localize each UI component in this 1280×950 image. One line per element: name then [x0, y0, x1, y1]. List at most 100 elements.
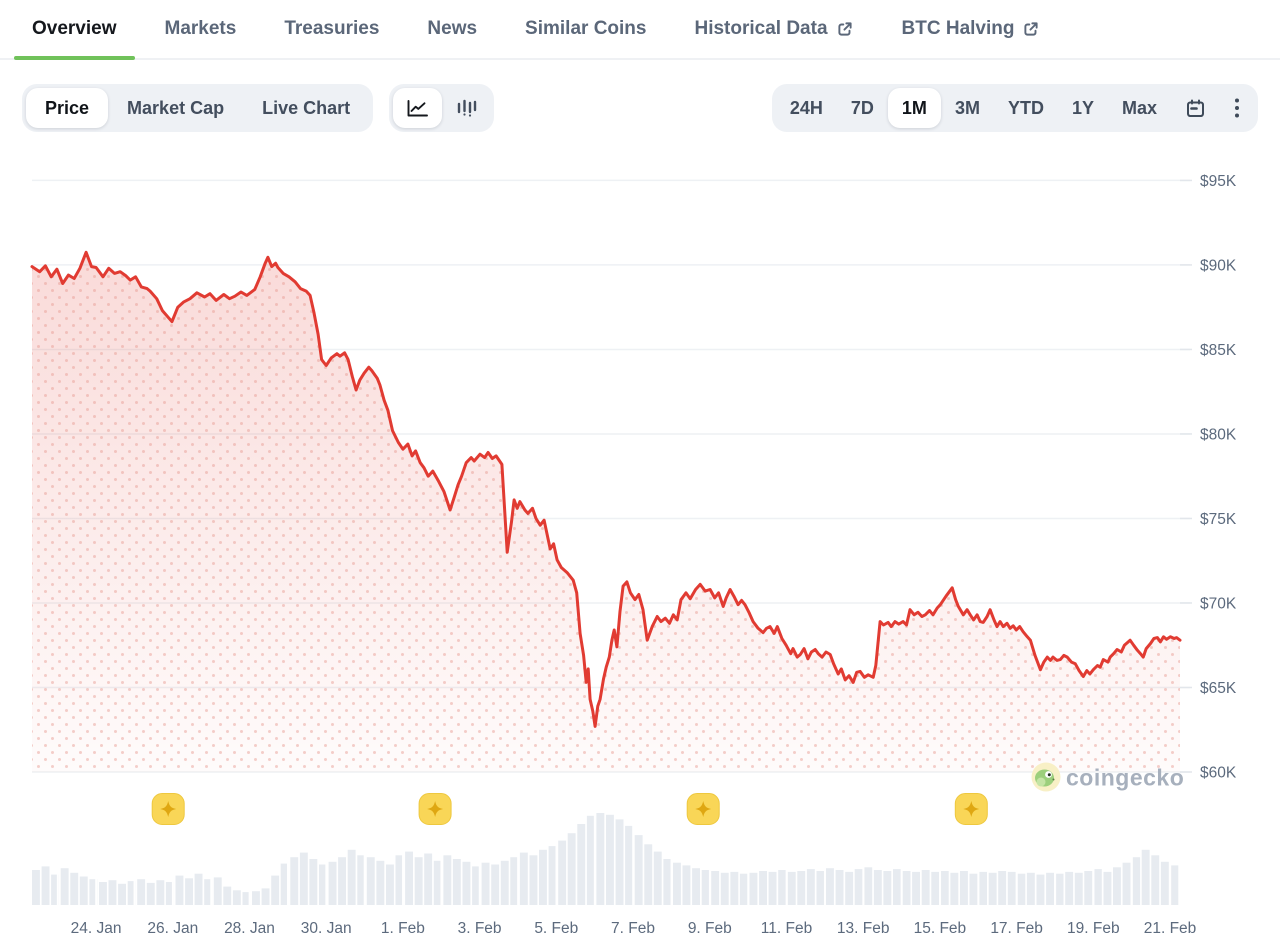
volume-bar [625, 825, 633, 905]
volume-bar [615, 819, 624, 905]
tab-markets[interactable]: Markets [147, 0, 255, 58]
x-axis-label: 11. Feb [761, 920, 812, 937]
volume-bar [778, 870, 787, 905]
volume-bar [252, 891, 260, 905]
volume-day-separator [593, 809, 596, 905]
volume-bar [1036, 874, 1045, 905]
volume-bar [749, 872, 758, 905]
range-3m-button[interactable]: 3M [941, 88, 994, 128]
tab-similar-coins[interactable]: Similar Coins [507, 0, 664, 58]
volume-day-separator [1092, 809, 1095, 905]
x-axis-label: 30. Jan [301, 920, 352, 937]
range-1y-button[interactable]: 1Y [1058, 88, 1108, 128]
volume-bar [405, 851, 413, 905]
range-7d-button[interactable]: 7D [837, 88, 888, 128]
tab-label: Treasuries [284, 18, 380, 39]
volume-bar [979, 871, 987, 905]
tab-treasuries[interactable]: Treasuries [266, 0, 397, 58]
tab-label: Historical Data [694, 18, 828, 39]
price-chart[interactable]: $95K $90K $85K $80K $75K $70K $65K $60K 24. Jan 2… [0, 140, 1280, 950]
volume-bar [146, 882, 155, 905]
calendar-button[interactable] [1171, 88, 1220, 128]
tab-news[interactable]: News [409, 0, 495, 58]
volume-bar [319, 864, 327, 905]
y-axis-label: $95K [1200, 173, 1237, 190]
volume-day-separator [632, 809, 635, 905]
volume-day-separator [1015, 809, 1018, 905]
range-max-button[interactable]: Max [1108, 88, 1171, 128]
volume-bar [634, 835, 643, 905]
chart-type-toggle-group [389, 84, 495, 132]
volume-bar [175, 875, 184, 905]
volume-day-separator [171, 809, 174, 905]
event-badge[interactable] [418, 793, 452, 825]
more-options-button[interactable] [1220, 88, 1254, 128]
volume-bar [232, 890, 241, 905]
volume-bar [548, 846, 557, 905]
volume-bar [567, 833, 576, 905]
range-ytd-button[interactable]: YTD [994, 88, 1058, 128]
range-1m-button[interactable]: 1M [887, 88, 941, 128]
line-chart-button[interactable] [393, 88, 443, 128]
volume-bar [558, 840, 567, 905]
x-axis-label: 26. Jan [147, 920, 198, 937]
tab-historical-data[interactable]: Historical Data [676, 0, 871, 58]
candlestick-chart-button[interactable] [442, 88, 490, 128]
volume-bar [701, 870, 710, 905]
volume-bar [653, 851, 662, 905]
external-link-icon [836, 20, 854, 38]
volume-bar [1093, 869, 1102, 905]
volume-bar [835, 870, 844, 905]
volume-bar [1122, 862, 1131, 905]
price-area-dots [32, 252, 1180, 773]
chart-toolbar: Price Market Cap Live Chart 24H [22, 84, 1258, 132]
volume-bar [1007, 871, 1016, 905]
volume-bar [768, 871, 777, 905]
event-badge[interactable] [151, 793, 185, 825]
time-range-group: 24H 7D 1M 3M YTD 1Y Max [771, 84, 1258, 132]
volume-bar [730, 871, 739, 905]
volume-bar [395, 855, 404, 905]
volume-bar [960, 871, 968, 905]
volume-bar [940, 871, 949, 905]
tab-btc-halving[interactable]: BTC Halving [884, 0, 1059, 58]
tab-label: Similar Coins [525, 18, 647, 39]
volume-bar [271, 875, 280, 905]
volume-bar [1103, 871, 1112, 905]
volume-day-separator [133, 809, 136, 905]
volume-bar [673, 862, 681, 905]
x-axis-label: 9. Feb [688, 920, 732, 937]
candlestick-chart-icon [455, 98, 477, 118]
volume-bar [864, 867, 873, 905]
volume-day-separator [56, 809, 59, 905]
volume-bar [519, 852, 528, 905]
volume-bar [194, 873, 203, 905]
volume-day-separator [1130, 809, 1133, 905]
calendar-icon [1185, 98, 1206, 119]
volume-bar [826, 868, 834, 905]
volume-bar [60, 868, 69, 905]
volume-day-separator [977, 809, 980, 905]
event-badge[interactable] [954, 793, 988, 825]
volume-bar [280, 863, 289, 905]
metric-price-button[interactable]: Price [26, 88, 109, 128]
tab-label: Overview [32, 18, 117, 39]
volume-bar [797, 871, 806, 905]
volume-bar [711, 871, 720, 905]
event-badge[interactable] [686, 793, 720, 825]
volume-day-separator [517, 809, 520, 905]
volume-bar [223, 886, 232, 905]
volume-bar [692, 868, 700, 905]
volume-bar [950, 872, 959, 905]
volume-day-separator [900, 809, 903, 905]
volume-bar [89, 879, 98, 905]
volume-bar [539, 849, 547, 905]
metric-live-chart-button[interactable]: Live Chart [243, 88, 369, 128]
x-axis-label: 3. Feb [458, 920, 502, 937]
tab-overview[interactable]: Overview [14, 0, 135, 60]
volume-bar [806, 869, 815, 905]
volume-day-separator [95, 809, 98, 905]
metric-market-cap-button[interactable]: Market Cap [108, 88, 243, 128]
volume-bar [759, 871, 767, 905]
range-24h-button[interactable]: 24H [776, 88, 837, 128]
